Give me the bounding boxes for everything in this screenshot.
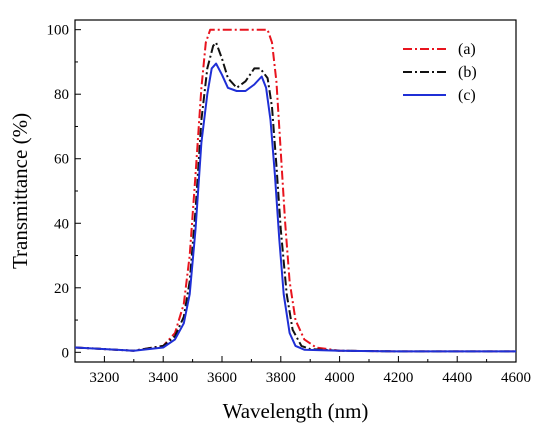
x-tick-label: 4000 <box>325 370 355 386</box>
y-tick-label: 80 <box>54 87 69 103</box>
x-tick-label: 3600 <box>207 370 237 386</box>
y-tick-label: 0 <box>62 345 70 361</box>
plot-border <box>74 19 517 363</box>
x-tick-label: 4400 <box>442 370 472 386</box>
legend-label-3: (c) <box>458 87 476 104</box>
legend-label-2: (b) <box>458 64 477 81</box>
x-tick-label: 4600 <box>501 370 531 386</box>
y-tick-label: 20 <box>54 281 69 297</box>
ticks-layer: 3200 3400 3600 3800 4000 4200 4400 4600 0 20 40 60 8… <box>47 23 532 386</box>
series-layer <box>74 28 516 353</box>
x-tick-label: 4200 <box>383 370 413 386</box>
x-tick-label: 3200 <box>89 370 119 386</box>
series-line-3 <box>74 62 516 353</box>
y-axis-title: Transmittance (%) <box>8 113 32 269</box>
y-tick-label: 60 <box>54 152 69 168</box>
series-line-1 <box>74 28 516 353</box>
legend-label-1: (a) <box>458 41 476 58</box>
legend: (a) (b) (c) <box>403 41 477 104</box>
series-line-2 <box>74 41 516 353</box>
x-tick-label: 3400 <box>148 370 178 386</box>
y-tick-label: 100 <box>47 23 70 39</box>
y-tick-label: 40 <box>54 216 69 232</box>
x-axis-title: Wavelength (nm) <box>223 399 369 423</box>
x-tick-label: 3800 <box>266 370 296 386</box>
plot-frame <box>74 19 517 363</box>
